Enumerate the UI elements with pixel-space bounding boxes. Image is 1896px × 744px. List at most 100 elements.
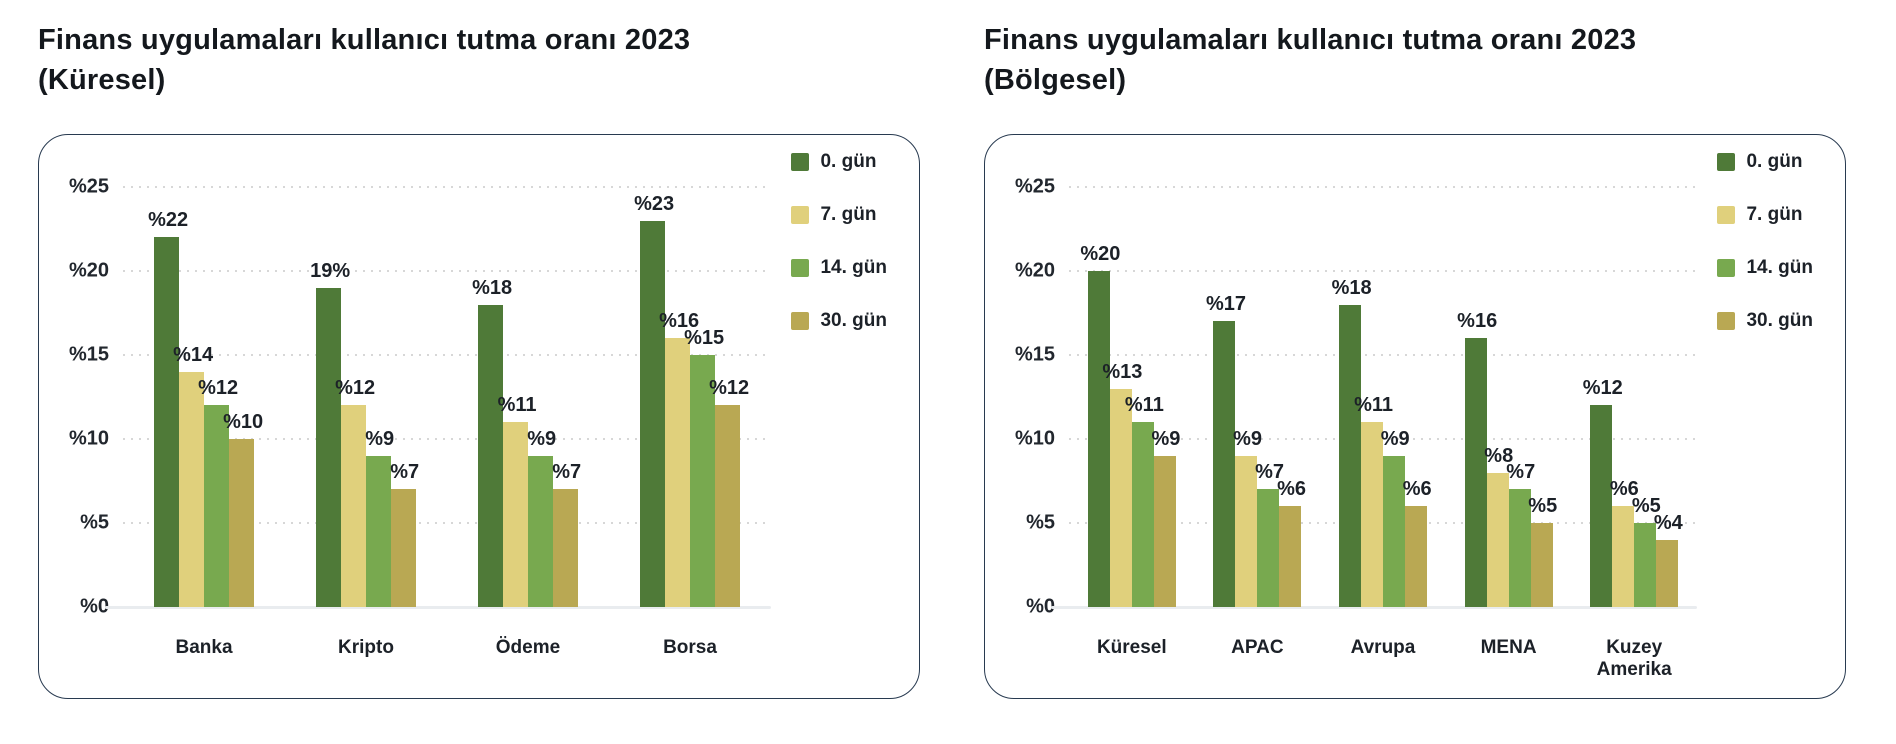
bar-group: %23 %16 %15 %12 (609, 187, 771, 607)
bar-value-label: %7 (1506, 461, 1536, 484)
bar: %18 (472, 277, 512, 607)
bar-value-label: %9 (1380, 427, 1410, 450)
bar-group: %20 %13 %11 %9 (1069, 187, 1195, 607)
bar-value-label: %7 (390, 461, 420, 484)
bar-value-label: %12 (1582, 377, 1623, 400)
bar: %9 (1381, 428, 1410, 607)
plot-area: %20 %13 %11 %9 %17 %9 %7 %6 %18 %11 %9 %6 %16 %8 %7 %5%… (1051, 186, 1697, 609)
bar-group: %18 %11 %9 %7 (447, 187, 609, 607)
bar-group: %12 %6 %5 %4 (1571, 187, 1697, 607)
legend: 0. gün 7. gün 14. gün 30. gün (791, 151, 887, 332)
legend-label: 0. gün (820, 151, 877, 172)
y-axis-tick-label: %15 (68, 343, 109, 366)
legend-label: 30. gün (820, 310, 887, 331)
legend-item: 30. gün (791, 310, 887, 332)
bar: %9 (365, 428, 394, 607)
bar-value-label: %9 (365, 427, 395, 450)
y-axis-tick-label: %0 (1026, 595, 1055, 618)
bar-group: %22 %14 %12 %10 (123, 187, 285, 607)
gridline (1069, 270, 1697, 272)
y-axis-tick-label: %20 (1014, 259, 1055, 282)
legend-swatch (1717, 259, 1736, 277)
legend: 0. gün 7. gün 14. gün 30. gün (1717, 151, 1813, 332)
bar-value-label: %14 (173, 343, 214, 366)
x-axis-category-label: Ödeme (495, 637, 561, 658)
x-axis-category-label: Kripto (338, 637, 394, 658)
y-axis-labels: %25 %20 %15 %10 %5 %0 (39, 176, 123, 618)
chart-title-global: Finans uygulamaları kullanıcı tutma oran… (38, 20, 920, 100)
legend-label: 14. gün (820, 257, 887, 278)
y-axis-labels: %25 %20 %15 %10 %5 %0 (985, 176, 1069, 618)
legend-label: 0. gün (1746, 151, 1803, 172)
bar-group: %16 %8 %7 %5 (1446, 187, 1572, 607)
legend-swatch (1717, 206, 1736, 224)
bar: 19% (310, 260, 350, 607)
legend-item: 30. gün (1717, 310, 1813, 332)
bar: %12 (1583, 377, 1623, 607)
legend-item: 7. gün (791, 204, 887, 226)
bar: %6 (1610, 478, 1639, 607)
bar-value-label: %7 (552, 461, 582, 484)
bar-value-label: %5 (1631, 495, 1661, 517)
chart-card-regional: %25 %20 %15 %10 %5 %0 %20 %13 %11 %9 %17 %9 %7 %6 %18%… (984, 134, 1846, 699)
bar-groups: %20 %13 %11 %9 %17 %9 %7 %6 %18 %11 %9 %6 %16 %8 %7 %5%… (1069, 187, 1697, 607)
bar: %18 (1332, 277, 1372, 607)
bar: %15 (684, 327, 724, 607)
bar: %12 (198, 377, 238, 607)
legend-label: 14. gün (1746, 257, 1813, 278)
bar-value-label: %9 (1233, 427, 1262, 450)
bar-group: %17 %9 %7 %6 (1195, 187, 1321, 607)
bar: %16 (659, 310, 699, 607)
bar: %10 (223, 411, 263, 607)
bar: %4 (1654, 512, 1683, 607)
x-axis-baseline (105, 606, 771, 609)
legend-swatch (791, 312, 810, 330)
legend-label: 30. gün (1746, 310, 1813, 331)
bar: %5 (1528, 495, 1557, 607)
legend-item: 14. gün (1717, 257, 1813, 279)
plot-area: %22 %14 %12 %10 19% %12 %9 %7 %18 %11 %9 %7 %23 %16 %1… (105, 186, 771, 609)
y-axis-tick-label: %0 (80, 595, 109, 618)
x-axis-category-label: Banka (175, 637, 233, 658)
gridline (123, 354, 771, 356)
bar: %7 (1506, 461, 1535, 607)
bar: %7 (552, 461, 581, 607)
bar-value-label: %9 (527, 427, 557, 450)
bar: %12 (709, 377, 749, 607)
bar: %13 (1102, 361, 1142, 607)
bar: %7 (1255, 461, 1284, 607)
bar-groups: %22 %14 %12 %10 19% %12 %9 %7 %18 %11 %9 %7 %23 %16 %1… (123, 187, 771, 607)
legend-swatch (791, 206, 810, 224)
charts-layout: Finans uygulamaları kullanıcı tutma oran… (38, 14, 1846, 699)
bar: %14 (173, 344, 213, 607)
gridline (1069, 186, 1697, 188)
y-axis-tick-label: %25 (1014, 175, 1055, 198)
bar-value-label: %22 (148, 209, 189, 232)
x-axis-category-label: Kuzey Amerika (1596, 637, 1672, 680)
bar-group: 19% %12 %9 %7 (285, 187, 447, 607)
chart-section-regional: Finans uygulamaları kullanıcı tutma oran… (984, 14, 1846, 699)
bar: %6 (1403, 478, 1432, 607)
legend-swatch (791, 153, 810, 171)
bar-value-label: %4 (1653, 511, 1683, 534)
bar: %22 (148, 209, 188, 607)
x-axis-category-label: APAC (1231, 637, 1284, 658)
gridline (123, 438, 771, 440)
bar: %11 (1354, 394, 1393, 607)
legend-item: 0. gün (791, 151, 887, 173)
legend-item: 14. gün (791, 257, 887, 279)
chart-title-regional: Finans uygulamaları kullanıcı tutma oran… (984, 20, 1846, 100)
bar-value-label: %16 (1457, 310, 1498, 333)
bar: %17 (1206, 293, 1246, 607)
bar-value-label: %10 (223, 411, 264, 433)
bar: %20 (1080, 243, 1120, 607)
bar-value-label: %11 (1354, 394, 1394, 417)
bar-value-label: %6 (1277, 478, 1306, 501)
bar-value-label: %12 (709, 377, 750, 400)
bar-value-label: %6 (1609, 478, 1639, 501)
chart-card-global: %25 %20 %15 %10 %5 %0 %22 %14 %12 %10 19% %12 %9 %7 %1… (38, 134, 920, 699)
bar-value-label: %15 (684, 327, 725, 349)
chart-section-global: Finans uygulamaları kullanıcı tutma oran… (38, 14, 920, 699)
bar-value-label: %17 (1205, 293, 1247, 316)
gridline (123, 522, 771, 524)
